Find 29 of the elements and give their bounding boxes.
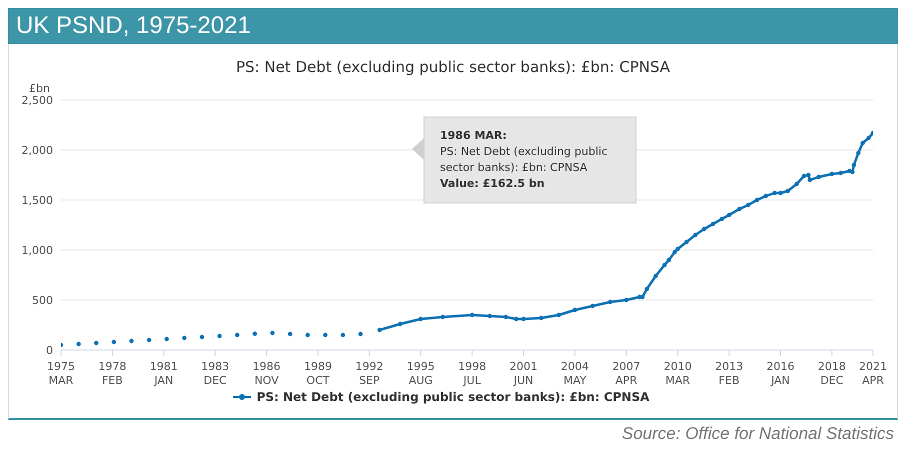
x-tick-label: 1986 NOV xyxy=(252,360,281,387)
x-tick-label: 2010 MAR xyxy=(664,360,692,387)
x-tick-label: 2013 FEB xyxy=(715,360,744,387)
y-tick-label: 0 xyxy=(46,344,53,357)
y-tick-label: 1,000 xyxy=(22,244,53,257)
x-tick-label: 2016 JAN xyxy=(766,360,794,387)
x-tick-label: 2004 MAY xyxy=(560,360,589,387)
x-tick-label: 1989 OCT xyxy=(304,360,332,387)
x-tick-label: 1975 MAR xyxy=(47,360,75,387)
source-note: Source: Office for National Statistics xyxy=(620,423,895,444)
x-tick-label: 1978 FEB xyxy=(98,360,126,387)
x-tick-label: 1992 SEP xyxy=(355,360,384,387)
chart-subtitle: PS: Net Debt (excluding public sector banks): £bn: CPNSA xyxy=(234,57,672,78)
x-tick-label: 2007 APR xyxy=(612,360,640,387)
x-tick-label: 1981 JAN xyxy=(150,360,178,387)
y-tick-label: 2,000 xyxy=(22,144,53,157)
x-tick-label: 1998 JUL xyxy=(458,360,486,387)
y-tick-label: 1,500 xyxy=(22,194,53,207)
y-tick-label: 500 xyxy=(32,294,53,307)
x-tick-label: 2021 APR xyxy=(859,360,887,387)
y-tick-label: 2,500 xyxy=(22,94,53,107)
annotation: 1986 MAR: PS: Net Debt (excluding public sector banks): £bn: CPNSA Value: £162.5 bn xyxy=(440,129,608,190)
legend-label: PS: Net Debt (excluding public sector banks): £bn: CPNSA xyxy=(256,390,650,404)
x-tick-label: 2001 JUN xyxy=(510,360,538,387)
y-axis-title: £bn xyxy=(29,82,50,95)
x-tick-label: 2018 DEC xyxy=(818,360,846,387)
chart-title: UK PSND, 1975-2021 xyxy=(8,8,898,44)
x-tick-label: 1983 DEC xyxy=(201,360,230,387)
x-tick-label: 1995 AUG xyxy=(406,360,435,387)
